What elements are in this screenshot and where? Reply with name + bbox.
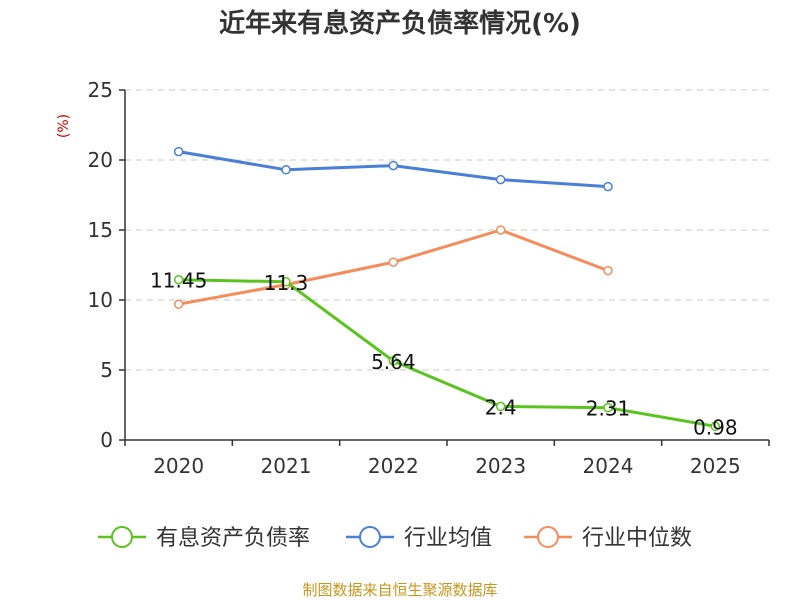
x-tick-label: 2025 <box>690 454 741 478</box>
data-point <box>388 356 399 366</box>
data-point <box>603 265 613 276</box>
x-tick-label: 2022 <box>368 454 419 478</box>
data-label: 11.45 <box>150 269 207 293</box>
data-label: 5.64 <box>371 350 416 374</box>
data-point <box>495 225 506 235</box>
data-point <box>388 160 399 171</box>
x-tick-label: 2021 <box>261 454 312 478</box>
series-line-0 <box>178 278 716 428</box>
data-labels: 11.45 11.3 5.64 2.4 2.31 0.98 <box>150 269 738 440</box>
data-point <box>388 257 399 267</box>
legend-marker-0 <box>111 526 133 548</box>
grid-lines <box>125 89 769 371</box>
legend-marker-2 <box>537 526 559 548</box>
data-point <box>173 299 184 309</box>
y-tick-label: 25 <box>88 78 113 102</box>
y-tick-label: 20 <box>88 148 113 172</box>
series-lines <box>173 146 721 432</box>
data-point <box>495 401 506 412</box>
x-tick-label: 2023 <box>475 454 526 478</box>
data-point <box>603 402 613 413</box>
y-tick-label: 15 <box>88 218 113 242</box>
legend-marker-1 <box>359 526 381 548</box>
data-label: 11.3 <box>264 271 309 295</box>
legend: 有息资产负债率 行业均值 行业中位数 <box>98 526 692 551</box>
x-tick-label: 2024 <box>583 454 634 478</box>
data-point <box>710 421 721 432</box>
y-axis-unit: (%) <box>56 114 72 138</box>
data-point <box>173 146 184 157</box>
legend-label-2: 行业中位数 <box>582 526 692 551</box>
data-point <box>495 174 506 185</box>
legend-label-1: 行业均值 <box>404 526 492 551</box>
data-point <box>281 277 291 287</box>
x-tick-label: 2020 <box>153 454 204 478</box>
y-tick-label: 5 <box>100 358 113 382</box>
data-label: 2.31 <box>586 397 631 421</box>
data-label: 2.4 <box>485 395 517 419</box>
y-tick-label: 10 <box>88 288 113 312</box>
source-note: 制图数据来自恒生聚源数据库 <box>302 581 497 599</box>
data-point <box>281 165 291 175</box>
chart-title: 近年来有息资产负债率情况(%) <box>219 8 581 39</box>
legend-label-0: 有息资产负债率 <box>156 526 310 551</box>
data-point <box>603 181 613 192</box>
data-label: 0.98 <box>693 415 738 439</box>
data-point <box>173 274 184 285</box>
series-line-2 <box>178 228 609 306</box>
y-tick-label: 0 <box>100 428 113 452</box>
